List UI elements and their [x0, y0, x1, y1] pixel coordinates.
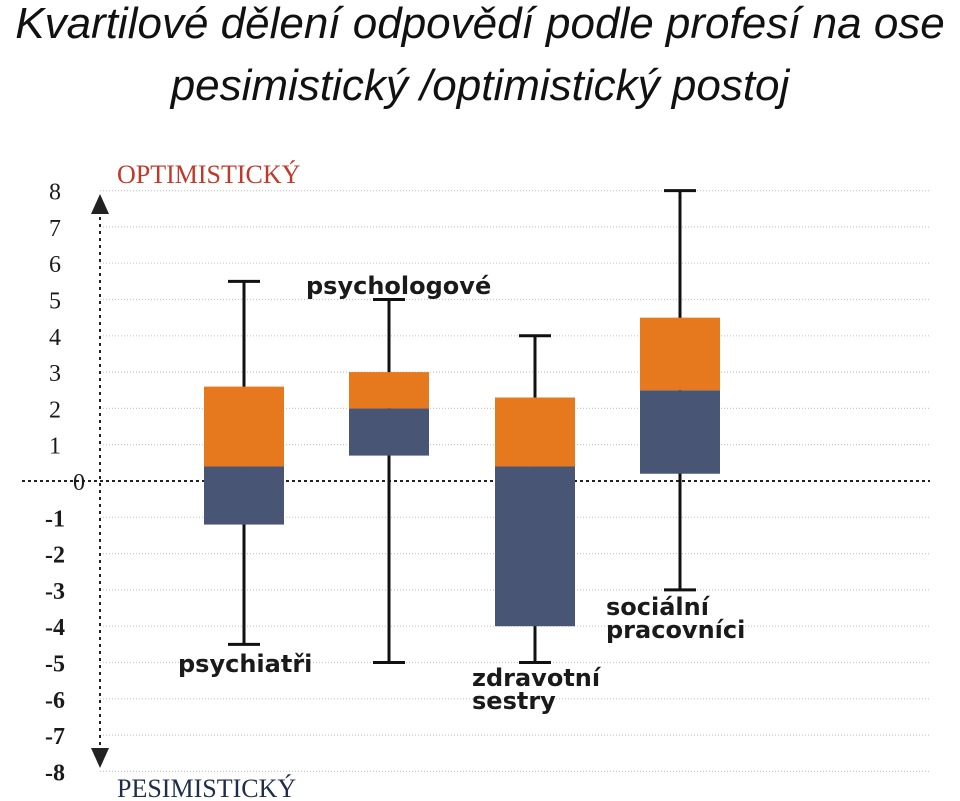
box-1	[204, 279, 284, 646]
axis-label-optimistic: OPTIMISTICKÝ	[117, 160, 301, 189]
category-label: zdravotní sestry	[472, 664, 602, 715]
category-label: psychologové	[306, 272, 491, 300]
y-tick-label: 6	[49, 252, 61, 278]
category-label: psychiatři	[178, 650, 312, 678]
axis-label-pessimistic: PESIMISTICKÝ	[117, 774, 296, 801]
arrow-up-icon	[91, 194, 109, 214]
y-tick-label: 7	[49, 216, 61, 242]
chart-title-line-1: Kvartilové dělení odpovědí podle profesí…	[15, 0, 945, 48]
y-tick-label: 8	[49, 180, 61, 206]
y-tick-label: -2	[45, 543, 65, 569]
y-tick-label: 5	[49, 289, 61, 315]
y-tick-label: -5	[45, 652, 65, 678]
box-upper-quartile	[495, 397, 575, 467]
box-4	[640, 189, 720, 592]
y-tick-label: 1	[49, 434, 61, 460]
category-label: sociální pracovníci	[606, 593, 745, 644]
box-2	[349, 298, 429, 664]
category-labels: psychiatři psychologové zdravotní sestrysoc…	[178, 272, 745, 715]
arrow-down-icon	[91, 748, 109, 768]
chart-title-line-2: pesimistický /optimistický postoj	[170, 61, 790, 110]
y-tick-labels: 8 7 6 5 4 3 2 10 -1 -2 -3 -4 -5 -6 -7 -8	[45, 180, 85, 787]
y-axis	[91, 194, 109, 768]
box-upper-quartile	[349, 372, 429, 409]
box-upper-quartile	[204, 386, 284, 467]
box-lower-quartile	[495, 466, 575, 627]
box-series	[204, 189, 720, 664]
y-tick-label: -3	[45, 579, 65, 605]
box-lower-quartile	[349, 408, 429, 456]
y-tick-label: 3	[49, 361, 61, 387]
y-tick-label: -4	[45, 615, 65, 641]
y-tick-label: -8	[45, 760, 65, 786]
box-lower-quartile	[204, 466, 284, 525]
box-upper-quartile	[640, 317, 720, 391]
box-3	[495, 334, 575, 664]
y-tick-label: -7	[45, 724, 65, 750]
box-lower-quartile	[640, 390, 720, 474]
y-tick-label: 2	[49, 397, 61, 423]
y-tick-label: -6	[45, 688, 65, 714]
y-tick-label: 0	[73, 470, 85, 496]
y-tick-label: 4	[49, 325, 61, 351]
y-tick-label: -1	[45, 506, 65, 532]
